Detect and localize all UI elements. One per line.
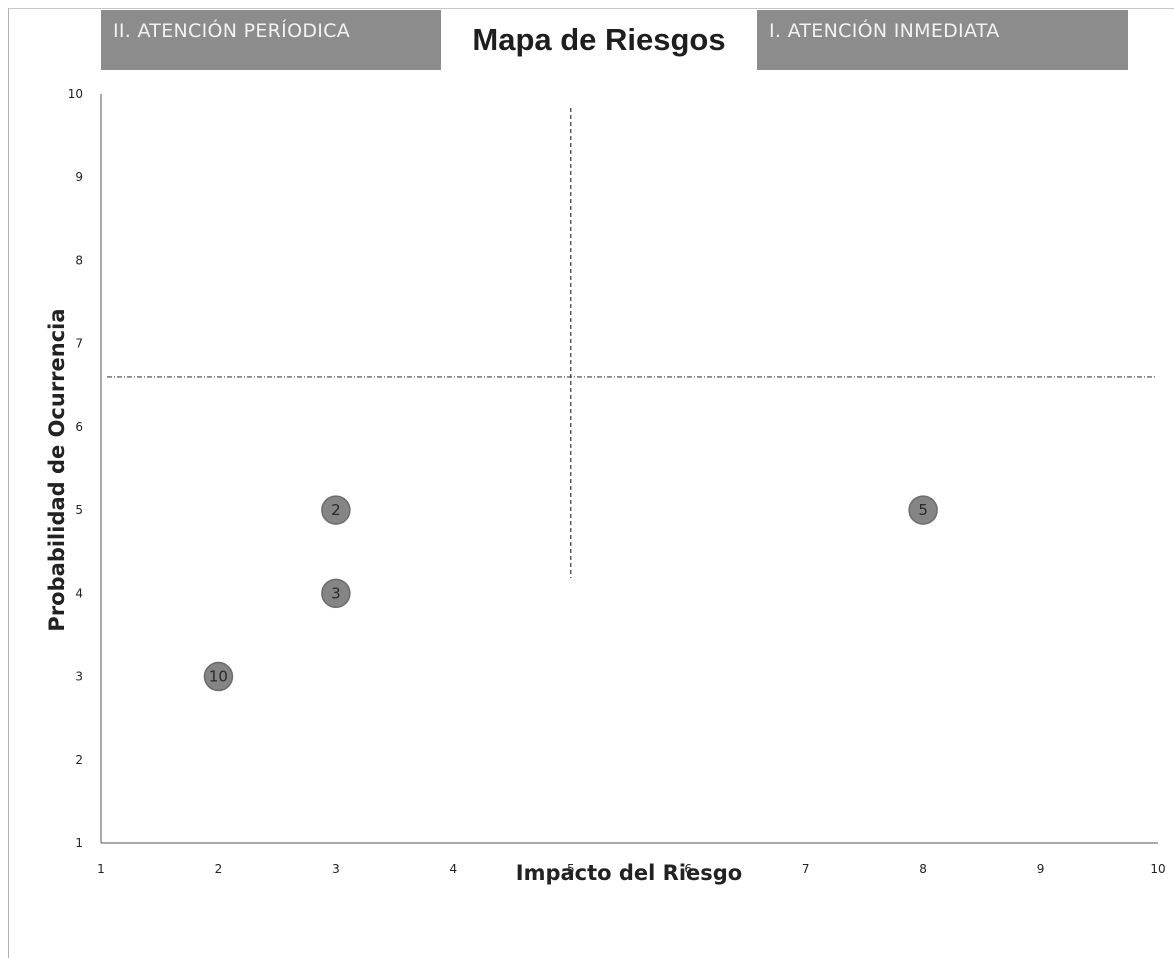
x-tick-label: 6 — [684, 862, 692, 876]
data-point-label: 5 — [918, 501, 928, 519]
quadrant-label-immediate: I. ATENCIÓN INMEDIATA — [757, 10, 1128, 70]
x-axis-label: Impacto del Riesgo — [515, 861, 743, 885]
data-point-marker — [908, 495, 938, 525]
x-tick-label: 4 — [450, 862, 458, 876]
y-tick-label: 8 — [75, 253, 83, 267]
x-tick-label: 5 — [567, 862, 575, 876]
data-points: 2 3 10 5 — [203, 495, 938, 692]
y-tick-label: 2 — [75, 753, 83, 767]
x-tick-label: 10 — [1150, 862, 1165, 876]
axes: 1 2 3 4 5 6 7 8 9 10 1 2 3 4 5 6 7 8 9 10 — [68, 87, 1166, 876]
quadrant-dividers — [107, 108, 1155, 578]
y-tick-label: 9 — [75, 170, 83, 184]
data-point-marker — [321, 578, 351, 609]
x-tick-label: 9 — [1037, 862, 1045, 876]
y-tick-label: 5 — [75, 503, 83, 517]
data-point-label: 2 — [331, 501, 341, 519]
x-tick-label: 8 — [919, 862, 927, 876]
y-tick-label: 3 — [75, 670, 83, 684]
data-point-marker — [321, 495, 351, 525]
x-tick-label: 2 — [215, 862, 223, 876]
y-tick-label: 1 — [75, 836, 83, 850]
quadrant-label-periodic: II. ATENCIÓN PERÍODICA — [101, 10, 441, 70]
data-point-label: 3 — [331, 584, 341, 602]
x-tick-label: 7 — [802, 862, 810, 876]
y-tick-label: 7 — [75, 337, 83, 351]
quadrant-label-immediate-text: I. ATENCIÓN INMEDIATA — [769, 20, 1000, 42]
chart-frame — [8, 8, 1174, 958]
x-tick-label: 1 — [97, 862, 105, 876]
y-tick-label: 4 — [75, 586, 83, 600]
chart-title: Mapa de Riesgos — [472, 22, 726, 57]
x-tick-label: 3 — [332, 862, 340, 876]
data-point-label: 10 — [209, 668, 228, 686]
quadrant-label-periodic-text: II. ATENCIÓN PERÍODICA — [113, 20, 351, 42]
y-tick-label: 10 — [68, 87, 83, 101]
y-tick-label: 6 — [75, 420, 83, 434]
data-point-marker — [203, 661, 234, 692]
